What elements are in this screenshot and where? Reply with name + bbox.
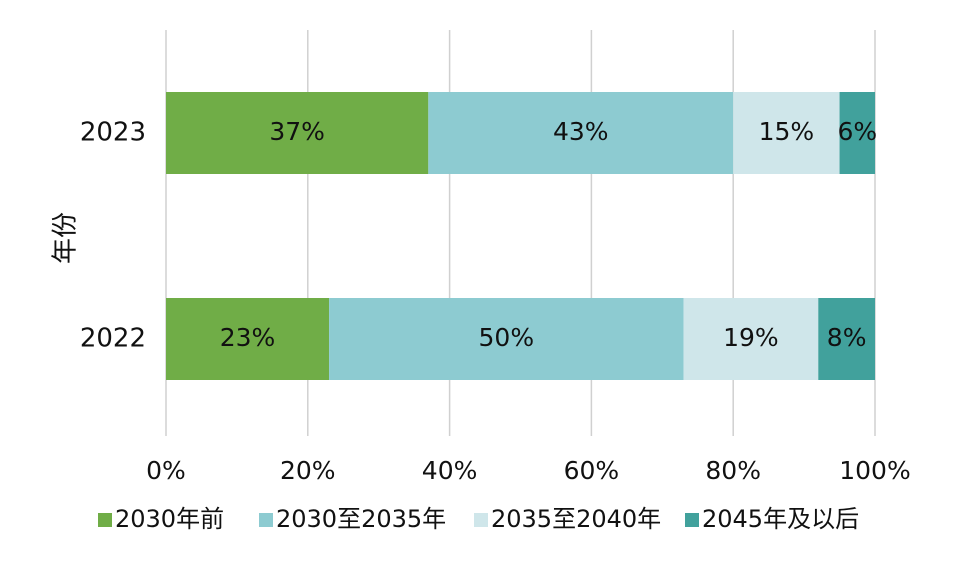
- category-labels: 2023 2022: [80, 118, 146, 354]
- bar-segment: [818, 298, 875, 380]
- bar-segment: [329, 298, 684, 380]
- bar-segment: [733, 92, 840, 174]
- legend-label: 2030年前: [115, 505, 224, 533]
- y-axis-title: 年份: [51, 212, 81, 264]
- legend-swatch: [259, 513, 273, 527]
- data-label: 19%: [723, 323, 779, 352]
- x-tick-labels: 0% 20% 40% 60% 80% 100%: [146, 456, 911, 485]
- data-label: 43%: [553, 117, 609, 146]
- bar-segment: [428, 92, 734, 174]
- data-label: 6%: [837, 117, 877, 146]
- data-label: 15%: [759, 117, 815, 146]
- legend-label: 2035至2040年: [491, 505, 661, 533]
- category-label: 2023: [80, 118, 146, 148]
- bar-segment: [166, 92, 429, 174]
- x-tick-label: 60%: [564, 456, 620, 485]
- x-tick-label: 0%: [146, 456, 186, 485]
- category-label: 2022: [80, 324, 146, 354]
- data-label: 23%: [220, 323, 276, 352]
- x-tick-label: 80%: [705, 456, 761, 485]
- legend-swatch: [685, 513, 699, 527]
- data-label: 50%: [479, 323, 535, 352]
- x-tick-label: 40%: [422, 456, 478, 485]
- bar-segment: [839, 92, 875, 174]
- data-label: 8%: [827, 323, 867, 352]
- legend-label: 2030至2035年: [276, 505, 446, 533]
- x-tick-label: 20%: [280, 456, 336, 485]
- legend-label: 2045年及以后: [702, 505, 859, 533]
- bar-segments: [166, 92, 875, 380]
- legend-swatch: [98, 513, 112, 527]
- x-tick-label: 100%: [839, 456, 910, 485]
- data-label: 37%: [269, 117, 325, 146]
- legend-swatch: [474, 513, 488, 527]
- data-labels: 37% 43% 15% 6% 23% 50% 19% 8%: [220, 117, 877, 352]
- legend: 2030年前 2030至2035年 2035至2040年 2045年及以后: [98, 505, 859, 533]
- bar-segment: [683, 298, 819, 380]
- bar-segment: [166, 298, 330, 380]
